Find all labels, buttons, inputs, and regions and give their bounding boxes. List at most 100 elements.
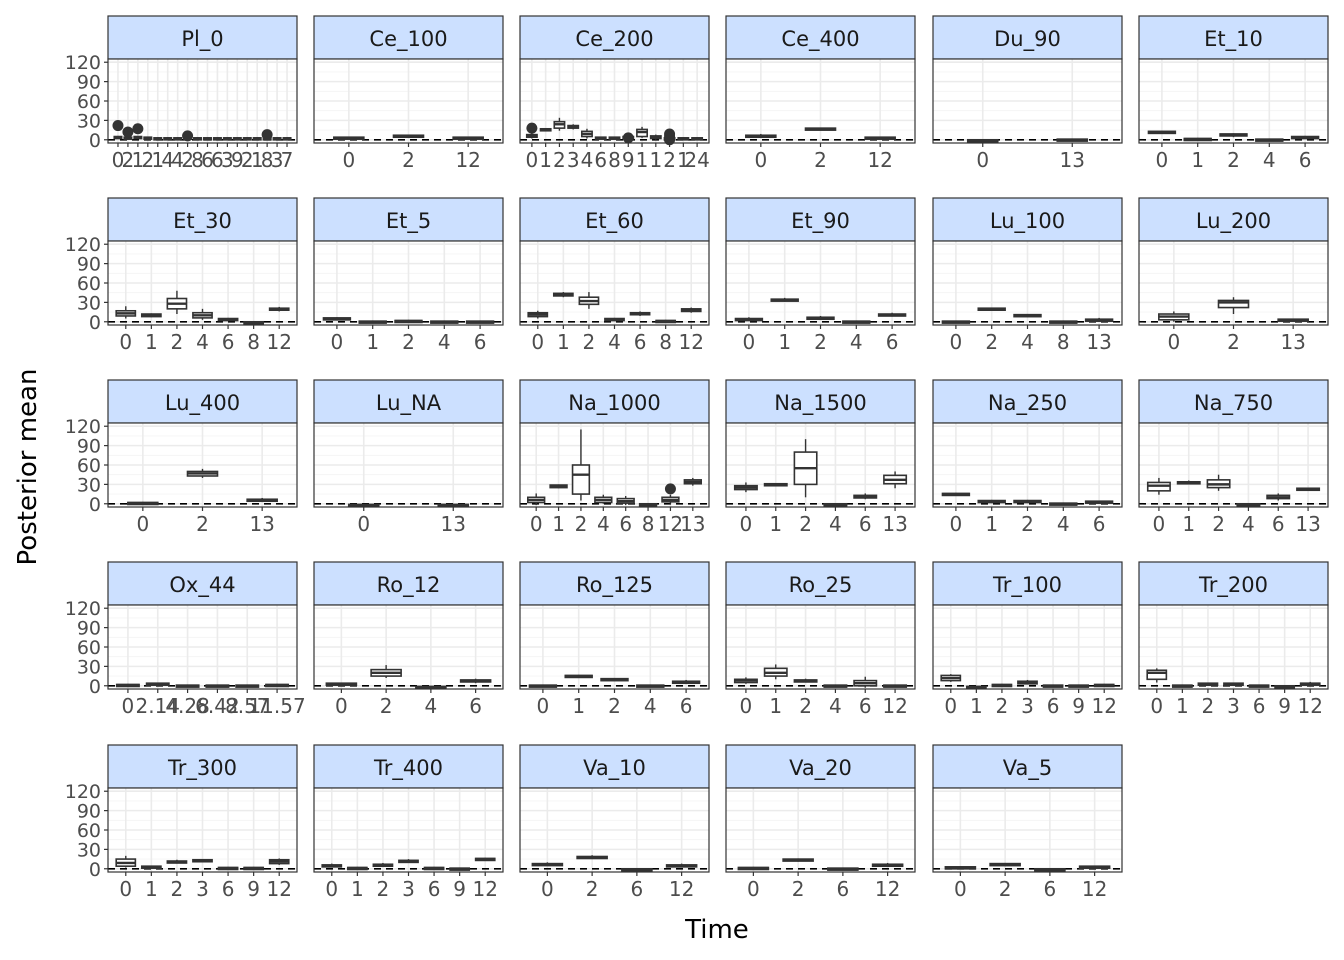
box: [1171, 684, 1193, 688]
box: [616, 496, 635, 506]
box: [793, 439, 818, 498]
box: [571, 429, 591, 501]
box: [1217, 297, 1250, 315]
box: [580, 128, 593, 139]
x-tick-label: 2: [1227, 330, 1240, 354]
facet-panel: Va_5 0 2 6 12: [932, 744, 1123, 901]
box: [1084, 500, 1114, 504]
facet-strip: [313, 197, 504, 242]
x-tick-label: 0: [950, 330, 963, 354]
box: [734, 317, 764, 322]
y-tick-label: 30: [77, 292, 101, 314]
box: [325, 682, 358, 686]
facet-strip-label: Et_30: [173, 209, 232, 234]
box: [680, 307, 702, 313]
x-tick-label: 0: [954, 877, 967, 901]
box: [877, 312, 907, 317]
facet-strip: [725, 15, 916, 60]
box: [1146, 668, 1168, 683]
y-tick-label: 120: [65, 781, 101, 803]
x-tick-label: 4: [438, 330, 451, 354]
facet-strip: [313, 379, 504, 424]
panel-border: [725, 422, 916, 508]
x-tick-label: 0: [530, 512, 543, 536]
x-tick-label: 2: [122, 148, 135, 172]
box: [143, 136, 153, 140]
x-tick-label: 2: [999, 877, 1012, 901]
facet-strip-label: Pl_0: [181, 27, 223, 52]
x-tick-label: 3: [402, 877, 415, 901]
x-tick-label: 12: [1297, 694, 1322, 718]
box: [115, 855, 137, 868]
x-tick-label: 4: [1057, 512, 1070, 536]
x-tick-label: 6: [1044, 877, 1057, 901]
box: [763, 482, 788, 487]
box: [842, 320, 871, 324]
x-tick-label: 1: [557, 330, 570, 354]
x-tick-label: 2: [583, 330, 596, 354]
x-tick-label: 4: [161, 148, 174, 172]
box: [1277, 318, 1309, 322]
box: [1049, 320, 1078, 324]
box: [525, 133, 538, 139]
box: [1236, 502, 1261, 507]
x-tick-label: 12: [882, 694, 907, 718]
x-tick-label: 6: [859, 512, 872, 536]
facet-panel: Na_250 0 1 2 4 6: [932, 379, 1123, 536]
x-tick-label: 0: [325, 877, 338, 901]
facet-panel: Va_10 0 2 6 12: [519, 744, 710, 901]
x-tick-label: 2: [996, 694, 1009, 718]
x-tick-label: 6: [634, 330, 647, 354]
box: [1176, 480, 1201, 485]
x-tick-label: 0: [976, 148, 989, 172]
box: [322, 317, 352, 321]
box: [763, 664, 788, 680]
x-tick-label: 9: [247, 877, 260, 901]
box: [452, 136, 484, 140]
box: [691, 137, 704, 141]
x-tick-label: 3: [567, 148, 580, 172]
x-tick-label: 2: [1202, 694, 1215, 718]
x-tick-label: 8: [608, 148, 621, 172]
facet-strip: [725, 197, 916, 242]
x-tick-label: 3: [221, 148, 234, 172]
panel-border: [932, 58, 1123, 144]
x-tick-label: 1: [1182, 512, 1195, 536]
x-tick-label: 0: [950, 512, 963, 536]
facet-panel: Lu_NA 0 13: [313, 379, 504, 536]
box: [252, 137, 262, 141]
box: [1158, 311, 1190, 322]
y-tick-label: 0: [89, 859, 101, 881]
x-tick-label: 2: [380, 694, 393, 718]
x-tick-label: 0: [740, 694, 753, 718]
x-tick-label: 2: [196, 512, 209, 536]
y-tick-label: 120: [65, 52, 101, 74]
facet-panel: Ro_125 0 1 2 4 6: [519, 561, 710, 718]
box: [1266, 493, 1291, 501]
box: [883, 471, 908, 489]
x-tick-label: 4: [608, 330, 621, 354]
box: [823, 684, 848, 688]
facet-strip: [313, 561, 504, 606]
box: [1093, 683, 1115, 688]
box: [202, 137, 213, 141]
x-tick-label: 4: [850, 330, 863, 354]
box: [594, 494, 613, 504]
x-tick-label: 1: [366, 330, 379, 354]
x-tick-label: 12: [266, 877, 291, 901]
box: [140, 313, 162, 318]
x-tick-label: 6: [201, 148, 214, 172]
x-tick-label: 2: [814, 148, 827, 172]
x-tick-label: 0: [944, 694, 957, 718]
facet-strip-label: Du_90: [994, 27, 1061, 52]
box: [661, 494, 680, 504]
facet-panel: Ce_400 0 2 12: [725, 15, 916, 172]
y-tick-label: 0: [89, 312, 101, 334]
box: [333, 136, 365, 140]
facet-strip-label: Va_5: [1003, 756, 1052, 781]
x-tick-label: 12: [455, 148, 480, 172]
x-tick-label: 9: [622, 148, 635, 172]
box: [372, 862, 394, 868]
